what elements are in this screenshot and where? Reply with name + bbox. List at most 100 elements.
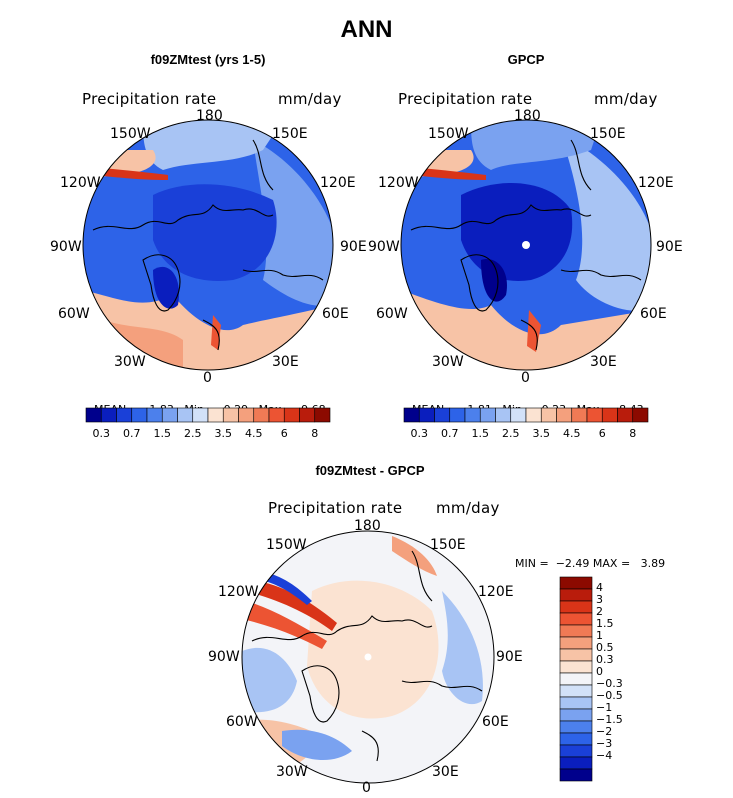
stat-max-label: MAX = [592, 557, 631, 570]
colorbar-swatch [299, 407, 316, 423]
region-top-light [143, 120, 283, 170]
colorbar-swatch [559, 744, 593, 758]
lon-label-120e: 120E [638, 175, 674, 191]
colorbar-swatch [510, 407, 527, 423]
colorbar-swatch [559, 588, 593, 602]
colorbar-tick-label: 6 [598, 427, 606, 440]
panel-units-model: mm/day [278, 90, 342, 108]
colorbar-tick-label: −4 [596, 749, 613, 762]
colorbar-swatch [617, 407, 634, 423]
colorbar-swatch [559, 696, 593, 710]
colorbar-swatch [525, 407, 542, 423]
colorbar-swatch [207, 407, 224, 423]
colorbar-swatch [116, 407, 133, 423]
region-negative-bottom [282, 729, 352, 761]
colorbar-tick-label: 3 [596, 593, 603, 606]
stat-min-label: MIN = [515, 557, 549, 570]
panel-left-label-model: Precipitation rate [82, 90, 217, 108]
region-light-right [253, 140, 333, 306]
coastline [410, 139, 642, 351]
colorbar-tick-label: 1 [596, 629, 603, 642]
colorbar-tick-label: 0.3 [410, 427, 429, 440]
region-positive-center [307, 580, 439, 719]
colorbar-model [85, 407, 331, 423]
panel-left-label-diff: Precipitation rate [268, 499, 403, 517]
colorbar-swatch [479, 407, 496, 423]
lon-label-180: 180 [354, 518, 381, 534]
colorbar-swatch [559, 756, 593, 770]
lon-label-120w: 120W [378, 175, 419, 191]
band-storm-track [421, 168, 486, 180]
colorbar-swatch [449, 407, 466, 423]
region-negative-right [442, 591, 483, 705]
polar-map-obs [400, 119, 652, 371]
colorbar-tick-label: 2.5 [502, 427, 520, 440]
colorbar-tick-label: 0.5 [596, 641, 614, 654]
colorbar-tick-label: −0.3 [596, 677, 623, 690]
lon-label-0: 0 [203, 370, 212, 386]
lon-label-120e: 120E [320, 175, 356, 191]
colorbar-swatch [556, 407, 573, 423]
lon-label-180: 180 [514, 108, 541, 124]
colorbar-swatch [268, 407, 285, 423]
band-storm-track [103, 168, 168, 180]
colorbar-tick-label: 0.7 [441, 427, 459, 440]
lon-label-150e: 150E [272, 126, 308, 142]
colorbar-tick-label: 0.7 [123, 427, 141, 440]
lon-label-60w: 60W [376, 306, 408, 322]
colorbar-tick-label: −0.5 [596, 689, 623, 702]
colorbar-tick-label: −3 [596, 737, 613, 750]
coastline [92, 139, 324, 351]
colorbar-swatch [559, 636, 593, 650]
colorbar-swatch [571, 407, 588, 423]
lon-label-60e: 60E [322, 306, 349, 322]
colorbar-swatch [464, 407, 481, 423]
lon-label-150w: 150W [110, 126, 151, 142]
colorbar-tick-label: 3.5 [532, 427, 551, 440]
colorbar-swatch [559, 660, 593, 674]
colorbar-swatch [559, 672, 593, 686]
colorbar-tick-label: 8 [629, 427, 637, 440]
lon-label-90w: 90W [368, 239, 400, 255]
lon-label-30e: 30E [432, 764, 459, 780]
colorbar-swatch [559, 624, 593, 638]
colorbar-swatch [559, 684, 593, 698]
colorbar-swatch [495, 407, 512, 423]
pole-marker [364, 653, 372, 661]
panel-left-label-obs: Precipitation rate [398, 90, 533, 108]
colorbar-tick-label: 0.3 [92, 427, 111, 440]
colorbar-tick-label: 1.5 [471, 427, 490, 440]
colorbar-tick-label: −1 [596, 701, 613, 714]
colorbar-tick-label: 2 [596, 605, 603, 618]
lon-label-90e: 90E [340, 239, 367, 255]
colorbar-swatch [434, 407, 451, 423]
colorbar-swatch [253, 407, 270, 423]
polar-map-model [82, 119, 334, 371]
lon-label-150w: 150W [266, 537, 307, 553]
colorbar-swatch [559, 576, 593, 590]
region-high-precip-bottom [401, 290, 651, 370]
lon-label-30e: 30E [590, 354, 617, 370]
stat-max-value: 3.89 [640, 557, 666, 570]
lon-label-120w: 120W [218, 584, 259, 600]
colorbar-swatch [559, 720, 593, 734]
panel-units-obs: mm/day [594, 90, 658, 108]
region-negative-left [242, 647, 297, 713]
panel-title-model: f09ZMtest (yrs 1-5) [150, 52, 266, 67]
lon-label-90e: 90E [496, 649, 523, 665]
colorbar-tick-label: −1.5 [596, 713, 623, 726]
lon-label-90w: 90W [208, 649, 240, 665]
colorbar-swatch [238, 407, 255, 423]
colorbar-swatch [559, 732, 593, 746]
region-norway-high [211, 315, 221, 350]
lon-label-90w: 90W [50, 239, 82, 255]
colorbar-tick-label: 0 [596, 665, 603, 678]
lon-label-60w: 60W [226, 714, 258, 730]
colorbar-tick-label: 2.5 [184, 427, 202, 440]
lon-label-30w: 30W [432, 354, 464, 370]
colorbar-swatch [131, 407, 148, 423]
colorbar-swatch [314, 407, 331, 423]
colorbar-swatch [559, 768, 593, 782]
lon-label-90e: 90E [656, 239, 683, 255]
colorbar-swatch [146, 407, 163, 423]
